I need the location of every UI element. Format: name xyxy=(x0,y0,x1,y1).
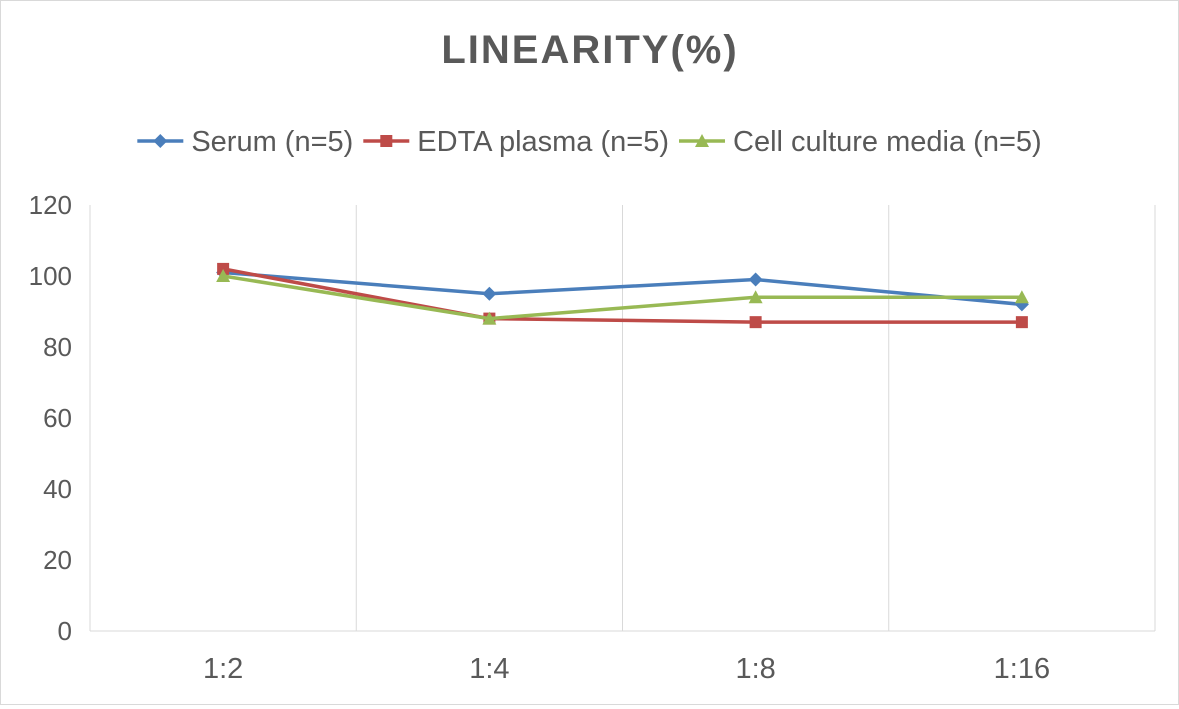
x-tick-label: 1:8 xyxy=(735,653,775,685)
y-tick-label: 100 xyxy=(29,261,72,291)
legend-marker xyxy=(153,134,168,148)
legend-marker xyxy=(380,135,393,147)
data-point xyxy=(217,262,230,275)
data-point xyxy=(1014,290,1029,304)
legend-item: EDTA plasma (n=5) xyxy=(363,126,669,158)
legend-label: Cell culture media (n=5) xyxy=(733,126,1042,158)
data-point xyxy=(1015,316,1028,329)
legend-label: EDTA plasma (n=5) xyxy=(417,126,669,158)
series-line xyxy=(222,270,1023,307)
y-tick-label: 120 xyxy=(29,190,72,220)
data-point xyxy=(749,316,762,329)
series-line xyxy=(222,274,1022,321)
legend-item: Serum (n=5) xyxy=(137,126,353,158)
data-point xyxy=(482,311,497,325)
chart-title: LINEARITY(%) xyxy=(441,28,738,72)
series-line xyxy=(222,267,1022,324)
x-tick-label: 1:2 xyxy=(203,653,243,685)
x-axis-ticks: 1:2 1:4 1:8 1:16 xyxy=(203,653,1050,685)
series-group xyxy=(216,269,1029,325)
legend-marker xyxy=(695,134,710,147)
data-point xyxy=(748,290,763,304)
y-tick-label: 60 xyxy=(43,403,72,433)
data-point xyxy=(748,272,763,287)
axes xyxy=(89,205,1155,632)
y-tick-label: 20 xyxy=(43,545,72,575)
y-tick-label: 0 xyxy=(58,616,72,646)
y-tick-label: 80 xyxy=(43,332,72,362)
y-tick-label: 40 xyxy=(43,474,72,504)
data-point xyxy=(482,286,497,301)
series-layer xyxy=(216,262,1029,329)
x-tick-label: 1:16 xyxy=(994,653,1050,685)
y-axis-ticks: 0 20 40 60 80 100 120 xyxy=(29,190,72,646)
legend: Serum (n=5) EDTA plasma (n=5) Cell culture… xyxy=(137,126,1042,158)
legend-item: Cell culture media (n=5) xyxy=(679,126,1042,158)
legend-label: Serum (n=5) xyxy=(191,126,353,158)
data-point xyxy=(216,269,231,282)
gridlines xyxy=(355,205,1156,631)
x-tick-label: 1:4 xyxy=(469,653,509,685)
